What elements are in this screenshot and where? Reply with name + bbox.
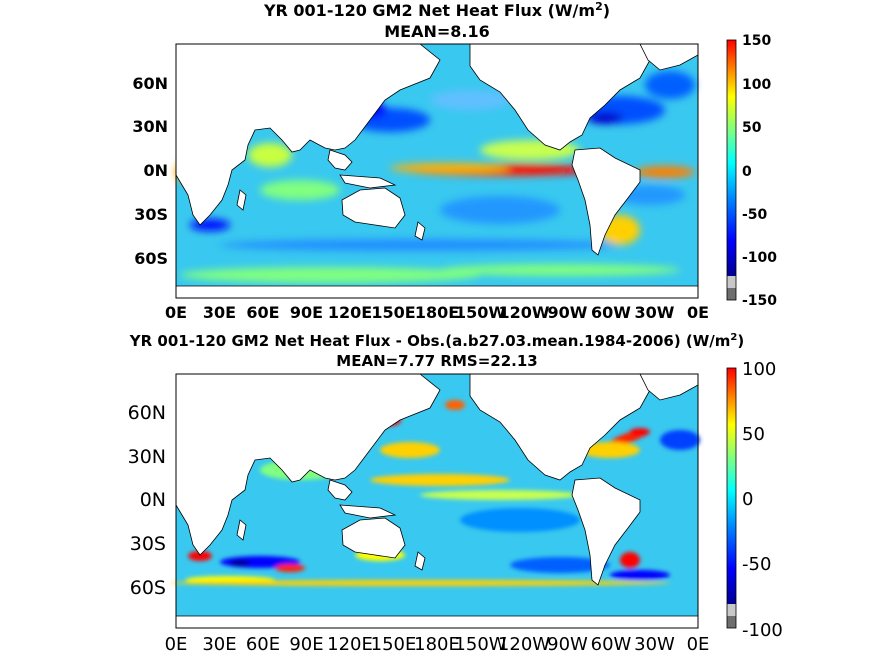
panel-top-map [175,43,699,299]
colorbar-tick: 50 [742,120,762,136]
lon-tick: 120E [328,303,372,322]
colorbar-tick: -100 [742,620,783,641]
lon-tick: 30E [203,303,236,322]
lon-tick: 30E [202,634,236,655]
lat-tick: 60S [130,577,166,599]
new-zealand [414,221,426,241]
lon-tick: 0E [687,634,710,655]
lat-tick: 30N [132,117,168,136]
eurasia-africa [175,43,441,226]
eurasia-africa [175,373,441,556]
lon-tick: 0E [165,303,187,322]
colorbar-tick: -50 [742,207,768,223]
north-america [469,373,651,481]
australia [341,187,406,229]
new-zealand [414,551,426,571]
colorbar-frame [726,367,737,629]
lat-tick: 0N [140,489,166,511]
lon-tick: 90W [547,634,588,655]
indonesia [339,504,397,519]
colorbar-under-dark [727,616,736,628]
lat-tick: 30N [128,446,166,468]
lon-tick: 150E [371,634,417,655]
lon-tick: 60E [246,303,279,322]
lon-tick: 90E [289,634,323,655]
colorbar-tick: 100 [742,359,776,380]
australia [341,517,406,559]
lon-tick: 120W [498,634,550,655]
lon-tick: 30W [634,634,675,655]
indonesia [339,174,397,189]
lon-tick: 180E [415,303,459,322]
panel-bottom: YR 001-120 GM2 Net Heat Flux - Obs.(a.b2… [128,332,783,655]
lon-tick: 120E [327,634,373,655]
colorbar-under-dark [727,288,736,300]
lat-tick: 0N [143,161,168,180]
panel-bottom-stats-label: MEAN=7.77 RMS=22.13 [336,352,537,370]
south-america [571,147,641,256]
colorbar-tick: 150 [742,33,771,49]
lon-tick: 150W [455,303,506,322]
colorbar-tick: 0 [742,489,753,510]
lon-tick: 60E [246,634,280,655]
colorbar-under-light [727,276,736,288]
south-america [571,477,641,586]
colorbar-tick: 0 [742,164,752,180]
lon-tick: 90E [290,303,323,322]
colorbar-tick: 50 [742,424,765,445]
colorbar-gradient [727,368,736,604]
panel-top-title: YR 001-120 GM2 Net Heat Flux (W/m2) [263,0,610,20]
panel-bottom-lat-axis: 60N 30N 0N 30S 60S [128,402,166,599]
panel-top: YR 001-120 GM2 Net Heat Flux (W/m2) MEAN… [132,0,777,322]
panel-top-colorbar: 150 100 50 0 -50 -100 -150 [726,33,777,309]
lon-tick: 0E [165,634,188,655]
colorbar-tick: -150 [742,293,777,309]
lon-tick: 180E [414,634,460,655]
colorbar-tick: 100 [742,77,771,93]
lon-tick: 0E [687,303,709,322]
antarctica [175,285,699,299]
antarctica [175,615,699,629]
lon-tick: 120W [498,303,549,322]
panel-bottom-title: YR 001-120 GM2 Net Heat Flux - Obs.(a.b2… [129,332,745,350]
lat-tick: 30S [130,533,166,555]
colorbar-under-light [727,604,736,616]
se-asia [327,149,353,171]
panel-top-lat-axis: 60N 30N 0N 30S 60S [132,74,168,268]
lon-tick: 60W [591,634,632,655]
madagascar [236,189,247,211]
se-asia [327,479,353,501]
panel-top-lon-axis: 0E 30E 60E 90E 120E 150E 180E 150W 120W … [165,303,709,322]
panel-bottom-lon-axis: 0E 30E 60E 90E 120E 150E 180E 150W 120W … [165,634,710,655]
north-america [469,43,651,151]
lon-tick: 150W [454,634,506,655]
colorbar-tick: -100 [742,250,777,266]
lon-tick: 150E [371,303,415,322]
map-frame [175,373,699,629]
panel-bottom-map [170,373,700,629]
lon-tick: 60W [591,303,631,322]
colorbar-gradient [727,40,736,276]
colorbar-frame [726,39,737,301]
map-frame [175,43,699,299]
lat-tick: 60N [128,402,166,424]
lon-tick: 30W [635,303,675,322]
panel-bottom-colorbar: 100 50 0 -50 -100 [726,359,783,641]
lat-tick: 30S [134,205,168,224]
colorbar-tick: -50 [742,554,771,575]
madagascar [236,519,247,541]
lat-tick: 60S [134,249,168,268]
lat-tick: 60N [132,74,168,93]
continents [175,43,699,299]
lon-tick: 90W [548,303,588,322]
panel-top-mean-label: MEAN=8.16 [384,22,490,41]
